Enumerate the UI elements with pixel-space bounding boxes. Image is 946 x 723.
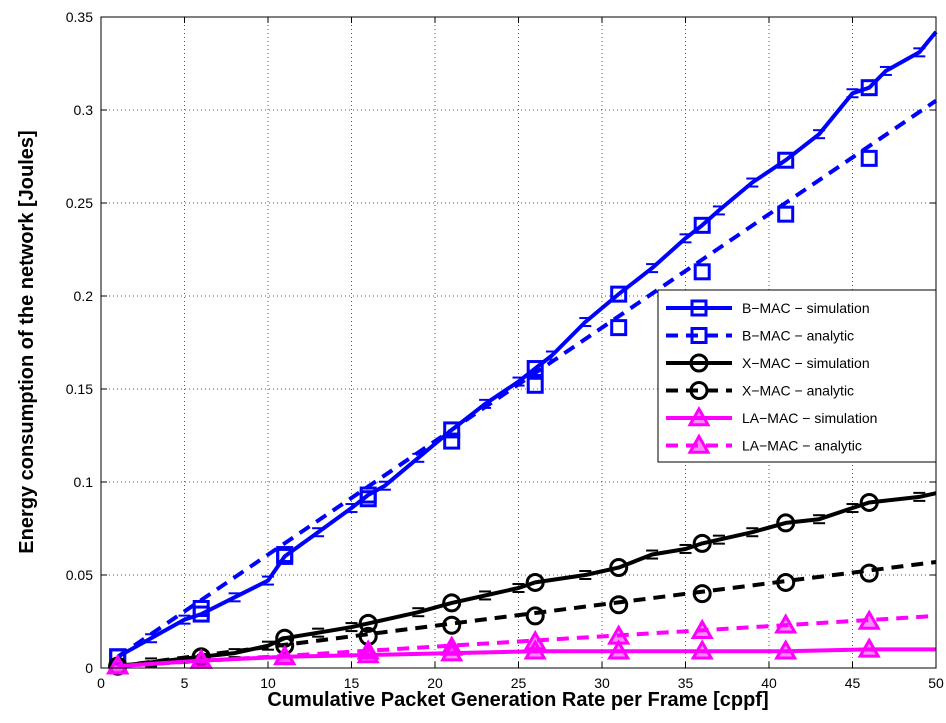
x-tick-label: 50 <box>928 675 944 691</box>
data-point <box>189 648 213 669</box>
data-point <box>275 636 295 656</box>
data-point <box>356 639 380 660</box>
data-point <box>607 624 631 645</box>
data-point <box>777 151 795 169</box>
y-tick-label: 0.1 <box>74 474 94 490</box>
data-point <box>693 263 711 281</box>
data-point <box>690 618 714 640</box>
y-tick-label: 0 <box>85 660 93 676</box>
legend-label: X−MAC − analytic <box>742 383 854 399</box>
data-point <box>777 205 795 223</box>
legend-box <box>657 289 937 463</box>
series-line <box>116 30 938 659</box>
data-point <box>774 639 798 660</box>
data-point <box>690 639 714 660</box>
legend-label: B−MAC − analytic <box>742 328 854 344</box>
legend-swatch-marker <box>690 327 708 344</box>
legend-label: X−MAC − simulation <box>742 355 870 371</box>
legend-swatch-marker <box>689 381 709 400</box>
data-point <box>693 216 711 234</box>
data-point <box>860 79 878 97</box>
data-point <box>859 492 879 512</box>
data-point <box>523 629 547 651</box>
data-point <box>443 421 461 439</box>
series-line <box>117 613 937 669</box>
x-tick-label: 15 <box>344 675 360 691</box>
data-point <box>526 360 544 378</box>
legend-label: LA−MAC − analytic <box>742 438 862 454</box>
series-2 <box>108 491 937 676</box>
y-tick-label: 0.3 <box>74 102 94 118</box>
data-point <box>692 584 712 604</box>
data-point <box>857 609 881 630</box>
data-point <box>776 513 796 533</box>
data-point <box>443 432 461 450</box>
y-tick-label: 0.2 <box>74 288 94 304</box>
x-tick-label: 10 <box>260 675 276 691</box>
data-point <box>359 490 377 508</box>
x-tick-label: 45 <box>845 675 861 691</box>
data-point <box>860 149 878 167</box>
axis-ticks: 0 5 10 15 20 25 30 35 40 45 50 0 0.05 0.1 0.15 0.2 0.25 0… <box>66 9 944 691</box>
data-point <box>273 644 297 666</box>
series-layer <box>106 30 938 676</box>
series-5 <box>106 609 937 675</box>
legend-swatch-marker <box>687 433 711 454</box>
series-1 <box>109 99 938 666</box>
legend-swatch-marker <box>690 299 708 317</box>
legend-label: B−MAC − simulation <box>742 300 870 316</box>
y-tick-label: 0.15 <box>66 381 93 397</box>
data-point <box>857 637 881 658</box>
data-point <box>609 558 629 578</box>
data-point <box>109 648 127 666</box>
data-point <box>526 376 544 394</box>
data-point <box>525 606 545 626</box>
series-line <box>116 99 938 659</box>
legend-label: LA−MAC − simulation <box>742 410 877 426</box>
x-tick-label: 5 <box>181 675 189 691</box>
grid-lines <box>101 17 936 668</box>
y-axis-label: Energy consumption of the network [Joule… <box>16 130 38 553</box>
data-point <box>609 595 629 615</box>
data-point <box>276 546 294 564</box>
data-point <box>525 572 545 592</box>
y-tick-label: 0.25 <box>66 195 93 211</box>
x-tick-label: 35 <box>678 675 694 691</box>
x-axis-label: Cumulative Packet Generation Rate per Fr… <box>267 689 768 711</box>
data-point <box>774 613 798 634</box>
data-point <box>610 285 628 303</box>
data-point <box>776 572 796 592</box>
legend-swatch-marker <box>689 353 709 373</box>
y-tick-label: 0.05 <box>66 567 93 583</box>
data-point <box>440 635 464 656</box>
data-point <box>859 563 879 583</box>
legend: B−MAC − simulation B−MAC − analytic X−MAC … <box>657 289 937 463</box>
x-tick-label: 0 <box>97 675 105 691</box>
y-tick-label: 0.35 <box>66 9 93 25</box>
data-point <box>358 613 378 633</box>
data-point <box>692 533 712 553</box>
x-tick-label: 20 <box>427 675 443 691</box>
data-point <box>442 593 462 613</box>
data-point <box>440 641 464 662</box>
legend-swatch-marker <box>687 405 711 427</box>
series-line <box>117 560 937 669</box>
data-point <box>106 654 130 675</box>
data-point <box>442 615 462 635</box>
x-tick-label: 30 <box>594 675 610 691</box>
data-point <box>607 639 631 660</box>
data-point <box>610 319 628 337</box>
data-point <box>192 599 210 617</box>
x-tick-label: 25 <box>511 675 527 691</box>
series-line <box>117 491 937 669</box>
series-line <box>117 647 936 669</box>
x-tick-label: 40 <box>761 675 777 691</box>
